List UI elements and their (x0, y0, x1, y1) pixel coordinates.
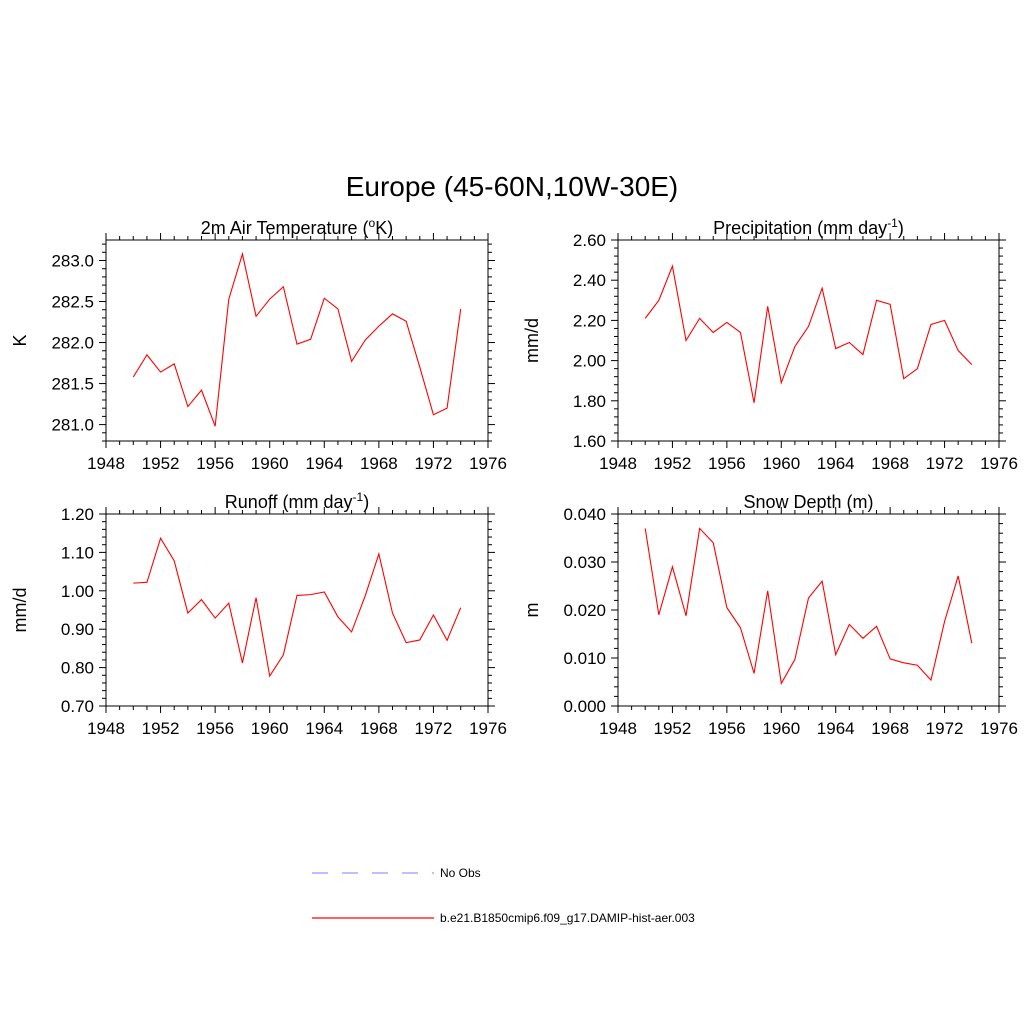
precipitation-ytick-label: 2.40 (573, 271, 606, 290)
snow-depth-xtick-label: 1972 (926, 719, 964, 738)
runoff-xtick-label: 1948 (87, 719, 125, 738)
precipitation-xtick-label: 1976 (980, 454, 1018, 473)
air-temperature-xtick-label: 1948 (87, 454, 125, 473)
snow-depth-ytick-label: 0.000 (563, 697, 606, 716)
air-temperature-frame (105, 239, 489, 442)
runoff-ytick-label: 0.80 (61, 659, 94, 678)
snow-depth-ytick-label: 0.040 (563, 505, 606, 524)
runoff-ylabel: mm/d (10, 588, 30, 633)
snow-depth-frame (617, 513, 1000, 707)
legend: No Obs b.e21.B1850cmip6.f09_g17.DAMIP-hi… (312, 866, 695, 925)
runoff-xtick-label: 1964 (305, 719, 343, 738)
air-temperature-xtick-label: 1960 (251, 454, 289, 473)
precipitation-ytick-label: 1.80 (573, 392, 606, 411)
air-temperature-ytick-label: 282.5 (51, 293, 94, 312)
panel-runoff: Runoff (mm day-1) mm/d 1948 1952 1956 1960 196… (10, 490, 507, 738)
runoff-xtick-label: 1960 (251, 719, 289, 738)
air-temperature-series-line (132, 251, 462, 427)
air-temperature-ytick-label: 281.5 (51, 375, 94, 394)
air-temperature-xtick-label: 1976 (469, 454, 507, 473)
precipitation-xtick-label: 1964 (817, 454, 855, 473)
air-temperature-ytick-label: 281.0 (51, 416, 94, 435)
snow-depth-xtick-label: 1960 (762, 719, 800, 738)
air-temperature-ytick-label: 282.0 (51, 334, 94, 353)
snow-depth-xtick-label: 1976 (980, 719, 1018, 738)
snow-depth-ytick-label: 0.020 (563, 601, 606, 620)
snow-depth-xtick-label: 1964 (817, 719, 855, 738)
snow-depth-ytick-label: 0.010 (563, 649, 606, 668)
air-temperature-xtick-label: 1952 (142, 454, 180, 473)
legend-label-no-obs: No Obs (440, 866, 481, 880)
runoff-series-line (133, 536, 462, 678)
air-temperature-xtick-label: 1956 (196, 454, 234, 473)
air-temperature-title: 2m Air Temperature (oK) (201, 216, 393, 238)
precipitation-ytick-label: 1.60 (573, 432, 606, 451)
panel-air-temperature: 2m Air Temperature (oK) K 1948 1952 1956 1960… (10, 216, 507, 473)
figure-title: Europe (45-60N,10W-30E) (346, 171, 679, 202)
precipitation-ytick-label: 2.00 (573, 352, 606, 371)
runoff-ytick-label: 0.70 (61, 697, 94, 716)
precipitation-xtick-label: 1952 (654, 454, 692, 473)
runoff-xtick-label: 1968 (360, 719, 398, 738)
runoff-xtick-label: 1952 (142, 719, 180, 738)
runoff-ytick-label: 1.10 (61, 543, 94, 562)
runoff-xtick-label: 1956 (196, 719, 234, 738)
runoff-ytick-label: 1.00 (61, 582, 94, 601)
precipitation-xtick-label: 1956 (708, 454, 746, 473)
panel-precipitation: Precipitation (mm day-1) mm/d 1948 1952 1956… (522, 216, 1018, 473)
snow-depth-xtick-label: 1956 (708, 719, 746, 738)
air-temperature-ylabel: K (10, 334, 30, 346)
panel-snow-depth: Snow Depth (m) m 1948 1952 1956 1960 1964 1968 1… (522, 492, 1018, 738)
snow-depth-ytick-label: 0.030 (563, 553, 606, 572)
precipitation-ylabel: mm/d (522, 318, 542, 363)
runoff-title: Runoff (mm day-1) (225, 490, 369, 512)
runoff-ytick-label: 0.90 (61, 620, 94, 639)
air-temperature-xtick-label: 1964 (305, 454, 343, 473)
precipitation-ytick-label: 2.60 (573, 231, 606, 250)
precipitation-xtick-label: 1972 (926, 454, 964, 473)
snow-depth-series-line (644, 527, 973, 686)
air-temperature-xtick-label: 1968 (360, 454, 398, 473)
snow-depth-xtick-label: 1948 (599, 719, 637, 738)
runoff-xtick-label: 1976 (469, 719, 507, 738)
runoff-ytick-label: 1.20 (61, 505, 94, 524)
runoff-xtick-label: 1972 (415, 719, 453, 738)
snow-depth-title: Snow Depth (m) (743, 492, 873, 512)
precipitation-ytick-label: 2.20 (573, 311, 606, 330)
legend-label-model: b.e21.B1850cmip6.f09_g17.DAMIP-hist-aer.… (440, 911, 695, 925)
precipitation-xtick-label: 1960 (762, 454, 800, 473)
precipitation-frame (617, 239, 1000, 442)
air-temperature-ytick-label: 283.0 (51, 252, 94, 271)
precipitation-series-line (644, 264, 973, 403)
precipitation-xtick-label: 1968 (871, 454, 909, 473)
snow-depth-ylabel: m (522, 603, 542, 618)
air-temperature-xtick-label: 1972 (415, 454, 453, 473)
snow-depth-xtick-label: 1952 (654, 719, 692, 738)
snow-depth-xtick-label: 1968 (871, 719, 909, 738)
precipitation-xtick-label: 1948 (599, 454, 637, 473)
precipitation-title: Precipitation (mm day-1) (713, 216, 904, 238)
